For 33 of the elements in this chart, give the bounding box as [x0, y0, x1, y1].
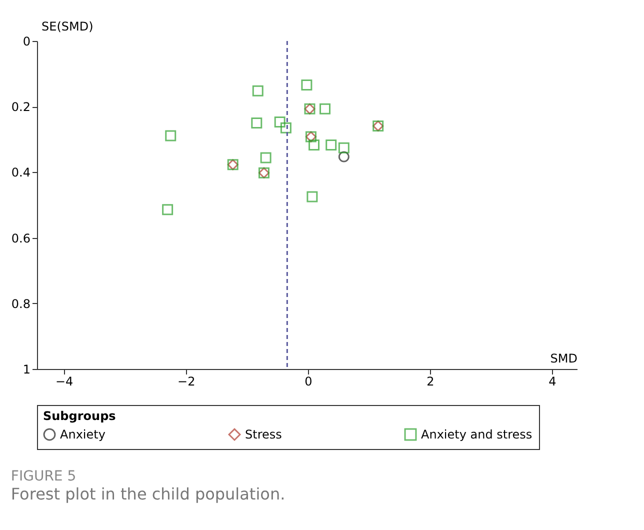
- point: [260, 152, 272, 164]
- point: [301, 79, 312, 90]
- y-tick-label: 0.6: [11, 231, 30, 246]
- text: FIGURE 5: [10, 468, 76, 484]
- point: [338, 151, 350, 162]
- y-axis-title: SE(SMD): [42, 20, 94, 34]
- x-axis-title: SMD: [550, 352, 578, 366]
- x-tick-label: −2: [178, 374, 196, 388]
- point: [251, 118, 262, 128]
- y-tick-label: 0: [22, 34, 30, 48]
- point: [306, 191, 318, 202]
- x-tick-label: 4: [548, 374, 556, 388]
- point: [320, 103, 330, 114]
- point: [308, 139, 320, 150]
- point: [338, 142, 350, 154]
- y-tick-label: 0.4: [11, 166, 30, 180]
- point: [280, 122, 292, 134]
- legend-label: Anxiety and stress: [421, 428, 532, 442]
- legend-title: Subgroups: [43, 409, 116, 423]
- point: [252, 85, 264, 96]
- point: [165, 130, 176, 142]
- x-tick-label: 2: [426, 374, 434, 388]
- y-tick-label: 0.2: [11, 100, 30, 114]
- point: [162, 204, 174, 216]
- legend-label: Stress: [245, 428, 282, 442]
- x-tick-label: 0: [304, 374, 312, 388]
- y-tick-label: 1: [22, 362, 30, 376]
- point: [274, 116, 286, 128]
- legend-label: Anxiety: [60, 428, 106, 442]
- x-tick-label: −4: [55, 374, 74, 388]
- y-tick-label: 0.8: [11, 296, 30, 311]
- point: [326, 139, 337, 150]
- text: Forest plot in the child population.: [10, 484, 286, 504]
